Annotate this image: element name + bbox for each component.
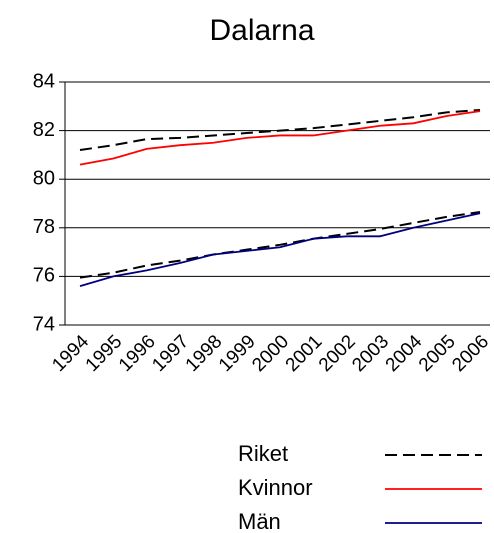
series-line [79, 110, 481, 166]
y-tick-label: 82 [33, 119, 55, 141]
x-tick-label: 2006 [448, 331, 493, 376]
x-tick-label: 1998 [182, 331, 227, 376]
legend-label: Kvinnor [238, 475, 313, 500]
x-tick-label: 2004 [382, 331, 427, 376]
legend-label: Riket [238, 441, 288, 466]
y-tick-label: 76 [33, 265, 55, 287]
x-tick-label: 1999 [215, 331, 260, 376]
x-tick-label: 1995 [82, 331, 127, 376]
y-tick-label: 78 [33, 216, 55, 238]
x-tick-label: 2000 [248, 331, 293, 376]
legend-label: Män [238, 509, 281, 533]
series-line [79, 108, 481, 152]
x-tick-label: 2001 [282, 331, 327, 376]
y-tick-label: 80 [33, 167, 55, 189]
x-tick-label: 1997 [148, 331, 193, 376]
x-tick-label: 2003 [348, 331, 393, 376]
x-tick-label: 2002 [315, 331, 360, 376]
series-line [79, 212, 481, 287]
x-tick-label: 1996 [115, 331, 160, 376]
y-tick-label: 84 [33, 70, 55, 92]
series-line [79, 211, 481, 279]
y-tick-label: 74 [33, 313, 55, 335]
x-tick-label: 1994 [48, 331, 93, 376]
chart-title: Dalarna [209, 14, 314, 47]
x-tick-label: 2005 [415, 331, 460, 376]
